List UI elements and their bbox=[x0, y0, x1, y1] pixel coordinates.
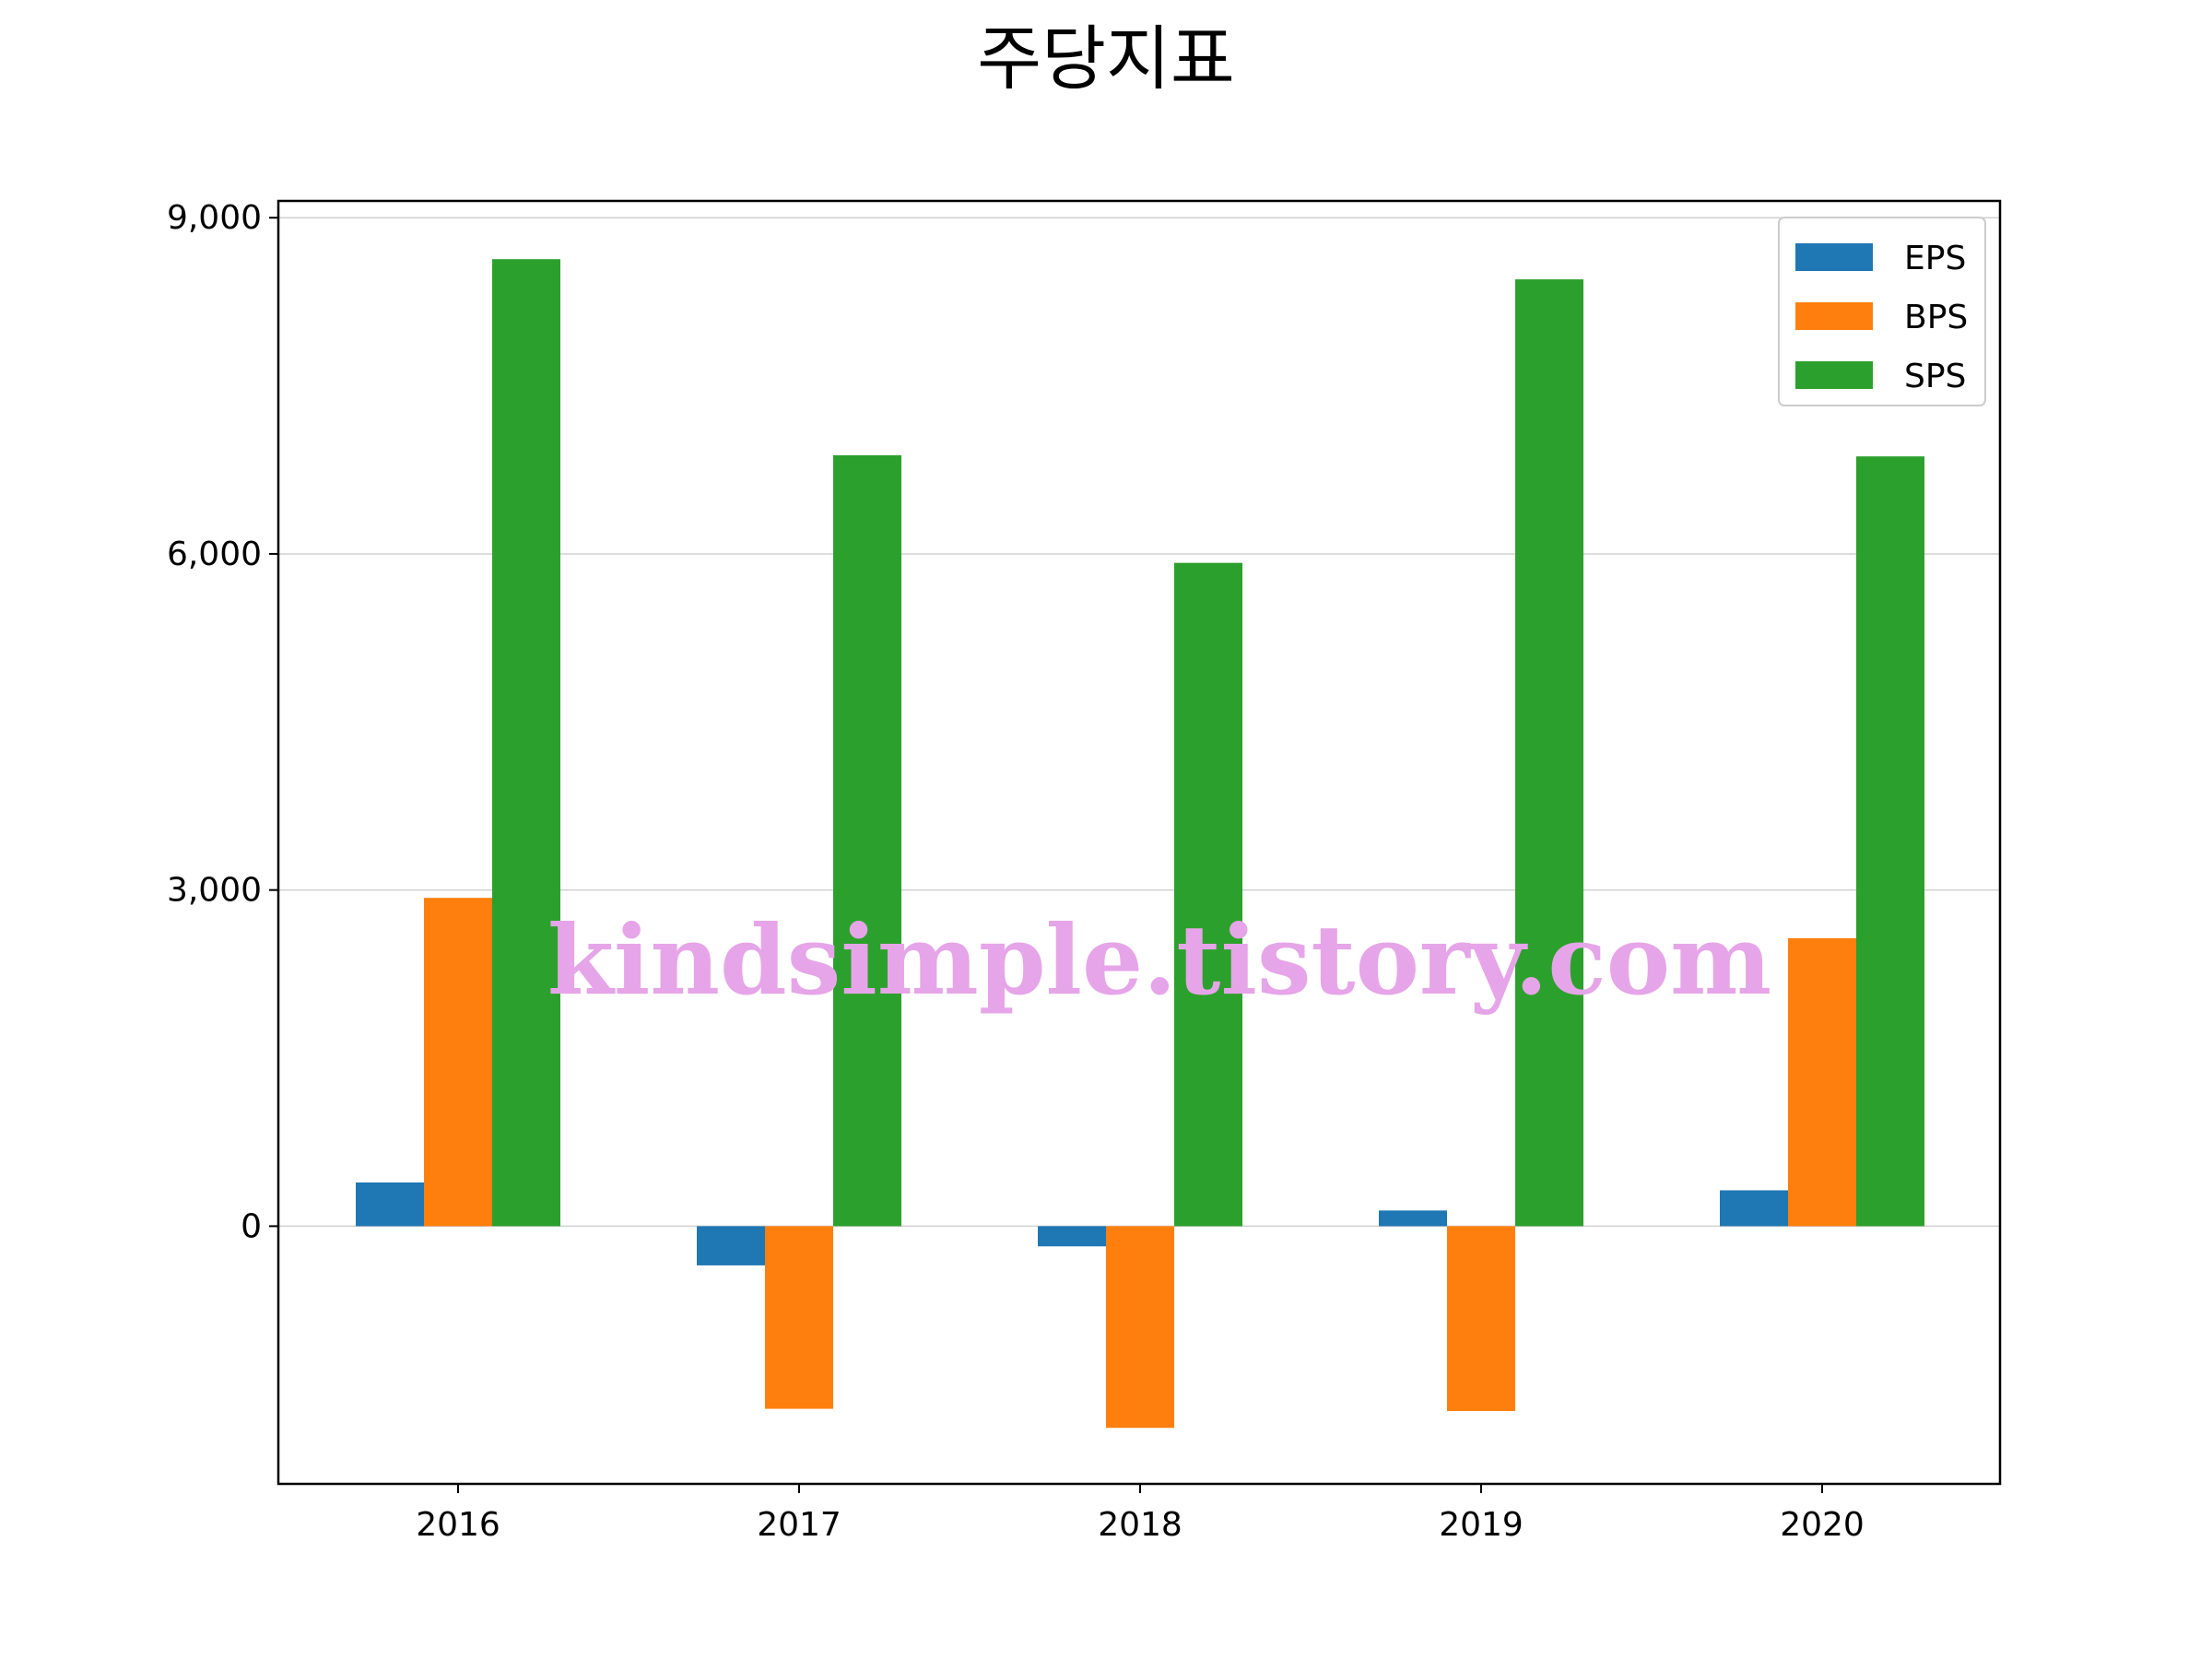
bar-sps-2018 bbox=[1174, 562, 1242, 1227]
x-tick-label: 2020 bbox=[1780, 1506, 1865, 1544]
bar-sps-2017 bbox=[833, 454, 901, 1227]
bar-bps-2019 bbox=[1447, 1226, 1515, 1411]
bar-sps-2019 bbox=[1515, 279, 1583, 1227]
legend-swatch-eps bbox=[1795, 243, 1873, 271]
watermark-text: kindsimple.tistory.com bbox=[547, 903, 1771, 1017]
bar-sps-2016 bbox=[492, 259, 560, 1227]
bars bbox=[356, 259, 1924, 1429]
y-tick-label: 9,000 bbox=[167, 199, 262, 237]
legend-swatch-bps bbox=[1795, 302, 1873, 330]
legend-label-sps: SPS bbox=[1904, 358, 1966, 395]
chart-title: 주당지표 bbox=[977, 18, 1235, 100]
bar-bps-2018 bbox=[1106, 1226, 1174, 1429]
x-tick-label: 2019 bbox=[1439, 1506, 1524, 1544]
legend-label-bps: BPS bbox=[1904, 299, 1968, 336]
bar-eps-2020 bbox=[1720, 1190, 1788, 1227]
x-tick-label: 2017 bbox=[757, 1506, 841, 1544]
bar-eps-2016 bbox=[356, 1182, 424, 1227]
y-tick-label: 3,000 bbox=[167, 872, 262, 910]
y-tick-label: 0 bbox=[241, 1207, 262, 1245]
x-tick-label: 2018 bbox=[1098, 1506, 1182, 1544]
x-axis: 2016 2017 2018 2019 2020 bbox=[416, 1484, 1865, 1544]
y-axis: 0 3,000 6,000 9,000 bbox=[167, 199, 278, 1245]
bar-bps-2017 bbox=[765, 1226, 833, 1409]
legend-swatch-sps bbox=[1795, 361, 1873, 389]
bar-sps-2020 bbox=[1856, 456, 1924, 1227]
y-tick-label: 6,000 bbox=[167, 535, 262, 573]
bar-eps-2019 bbox=[1379, 1210, 1447, 1227]
bar-bps-2020 bbox=[1788, 937, 1856, 1227]
x-tick-label: 2016 bbox=[416, 1506, 500, 1544]
bar-eps-2017 bbox=[697, 1226, 765, 1265]
legend: EPS BPS SPS bbox=[1778, 217, 1986, 406]
legend-label-eps: EPS bbox=[1904, 240, 1966, 277]
bar-bps-2016 bbox=[424, 898, 492, 1227]
bar-eps-2018 bbox=[1038, 1226, 1106, 1247]
grid-lines bbox=[278, 217, 2000, 1228]
